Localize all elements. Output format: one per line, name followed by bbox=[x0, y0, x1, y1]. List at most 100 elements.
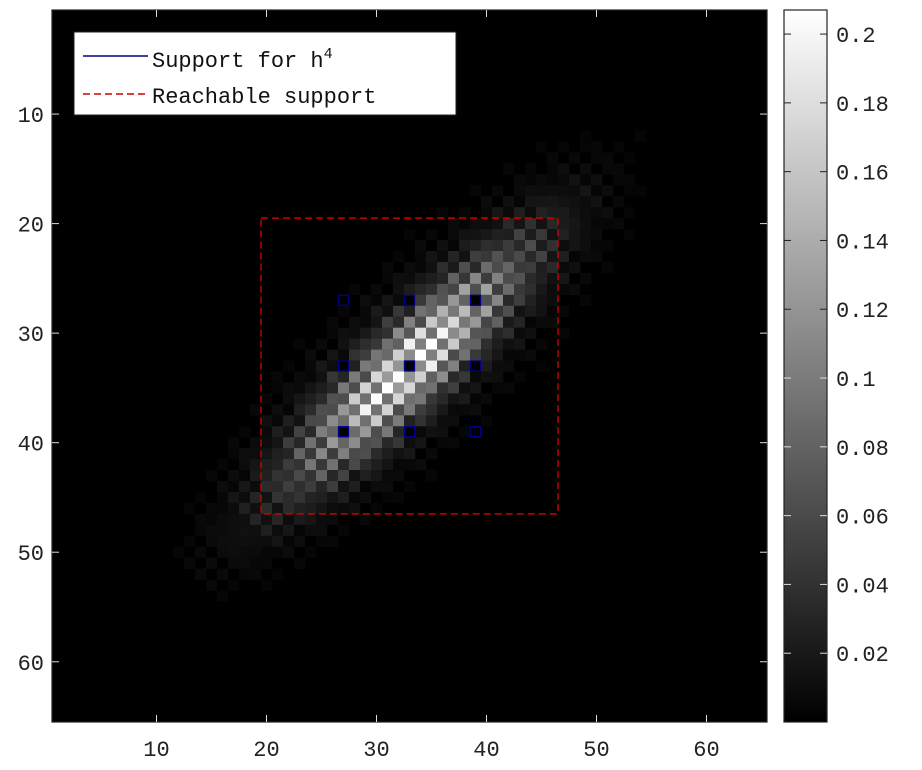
heatmap-cell bbox=[327, 327, 339, 339]
heatmap-cell bbox=[437, 437, 449, 449]
heatmap-cell bbox=[448, 261, 460, 274]
heatmap-cell bbox=[580, 250, 592, 263]
heatmap-cell bbox=[492, 261, 504, 274]
heatmap-cell bbox=[305, 502, 317, 515]
heatmap-cell bbox=[250, 470, 262, 482]
heatmap-cell bbox=[514, 327, 526, 339]
heatmap-cell bbox=[382, 272, 394, 285]
heatmap-cell bbox=[305, 459, 317, 471]
heatmap-cell bbox=[459, 404, 471, 416]
heatmap-cell bbox=[316, 404, 328, 416]
heatmap-cell bbox=[558, 327, 570, 339]
heatmap-cell bbox=[448, 338, 460, 350]
heatmap-cell bbox=[250, 513, 262, 526]
heatmap-cell bbox=[470, 283, 482, 296]
heatmap-cell bbox=[437, 316, 449, 328]
heatmap-cell bbox=[503, 229, 515, 241]
heatmap-cell bbox=[272, 502, 284, 515]
heatmap-cell bbox=[382, 294, 394, 306]
heatmap-cell bbox=[448, 382, 460, 394]
heatmap-cell bbox=[602, 207, 614, 219]
heatmap-cell bbox=[360, 360, 372, 372]
heatmap-cell bbox=[569, 218, 581, 230]
heatmap-cell bbox=[525, 261, 537, 274]
heatmap-cell bbox=[272, 426, 284, 438]
heatmap-cell bbox=[514, 207, 526, 219]
heatmap-cell bbox=[514, 305, 526, 317]
heatmap-cell bbox=[492, 349, 504, 361]
heatmap-cell bbox=[415, 459, 427, 471]
heatmap-cell bbox=[470, 382, 482, 394]
heatmap-cell bbox=[624, 207, 636, 219]
heatmap-cell bbox=[371, 393, 383, 405]
heatmap-cell bbox=[404, 338, 416, 350]
heatmap-cell bbox=[448, 404, 460, 416]
heatmap-cell bbox=[503, 360, 515, 372]
heatmap-cell bbox=[459, 360, 471, 372]
heatmap-cell bbox=[492, 240, 504, 252]
heatmap-cell bbox=[283, 426, 295, 438]
heatmap-cell bbox=[393, 371, 405, 383]
heatmap-cell bbox=[382, 448, 394, 460]
heatmap-cell bbox=[503, 261, 515, 274]
heatmap-cell bbox=[239, 459, 251, 471]
x-tick-label: 30 bbox=[363, 738, 389, 763]
heatmap-cell bbox=[371, 404, 383, 416]
heatmap-cell bbox=[294, 382, 306, 394]
heatmap-cell bbox=[272, 491, 284, 504]
heatmap-cell bbox=[272, 448, 284, 460]
support-point-marker bbox=[469, 294, 482, 306]
heatmap-cell bbox=[294, 426, 306, 438]
heatmap-cell bbox=[404, 382, 416, 394]
y-tick-label: 10 bbox=[18, 104, 44, 129]
heatmap-cell bbox=[481, 207, 493, 219]
heatmap-cell bbox=[503, 218, 515, 230]
heatmap-cell bbox=[470, 316, 482, 328]
heatmap-cell bbox=[536, 174, 548, 186]
heatmap-cell bbox=[613, 174, 625, 186]
heatmap-cell bbox=[360, 404, 372, 416]
heatmap-cell bbox=[327, 371, 339, 383]
heatmap-cell bbox=[349, 371, 361, 383]
heatmap-cell bbox=[624, 152, 636, 164]
heatmap-cell bbox=[547, 250, 559, 263]
heatmap-cell bbox=[305, 426, 317, 438]
heatmap-cell bbox=[228, 535, 240, 547]
heatmap-cell bbox=[217, 502, 229, 515]
heatmap-cell bbox=[503, 327, 515, 339]
heatmap-cell bbox=[338, 524, 350, 537]
heatmap-cell bbox=[393, 250, 405, 263]
heatmap-cell bbox=[283, 502, 295, 515]
heatmap-cell bbox=[393, 437, 405, 449]
heatmap-cell bbox=[492, 360, 504, 372]
heatmap-cell bbox=[569, 240, 581, 252]
heatmap-cell bbox=[404, 229, 416, 241]
heatmap-cell bbox=[470, 185, 482, 197]
heatmap-cell bbox=[371, 459, 383, 471]
heatmap-cell bbox=[591, 207, 603, 219]
heatmap-cell bbox=[250, 459, 262, 471]
heatmap-cell bbox=[393, 415, 405, 427]
heatmap-cell bbox=[503, 294, 515, 306]
heatmap-cell bbox=[283, 481, 295, 493]
heatmap-cell bbox=[371, 327, 383, 339]
heatmap-cell bbox=[338, 459, 350, 471]
heatmap-cell bbox=[261, 393, 273, 405]
legend-label-support-superscript: 4 bbox=[324, 46, 333, 63]
heatmap-cell bbox=[525, 240, 537, 252]
heatmap-cell bbox=[338, 382, 350, 394]
heatmap-cell bbox=[459, 240, 471, 252]
heatmap-cell bbox=[349, 426, 361, 438]
heatmap-cell bbox=[613, 163, 625, 175]
heatmap-cell bbox=[316, 426, 328, 438]
heatmap-cell bbox=[272, 470, 284, 482]
y-axis-tick-labels: 10 20 30 40 50 60 bbox=[18, 104, 44, 677]
heatmap-cell bbox=[327, 393, 339, 405]
heatmap-cell bbox=[580, 141, 592, 153]
heatmap-cell bbox=[492, 327, 504, 339]
heatmap-cell bbox=[360, 305, 372, 317]
heatmap-cell bbox=[217, 568, 229, 580]
x-tick-label: 60 bbox=[693, 738, 719, 763]
heatmap-cell bbox=[492, 305, 504, 317]
